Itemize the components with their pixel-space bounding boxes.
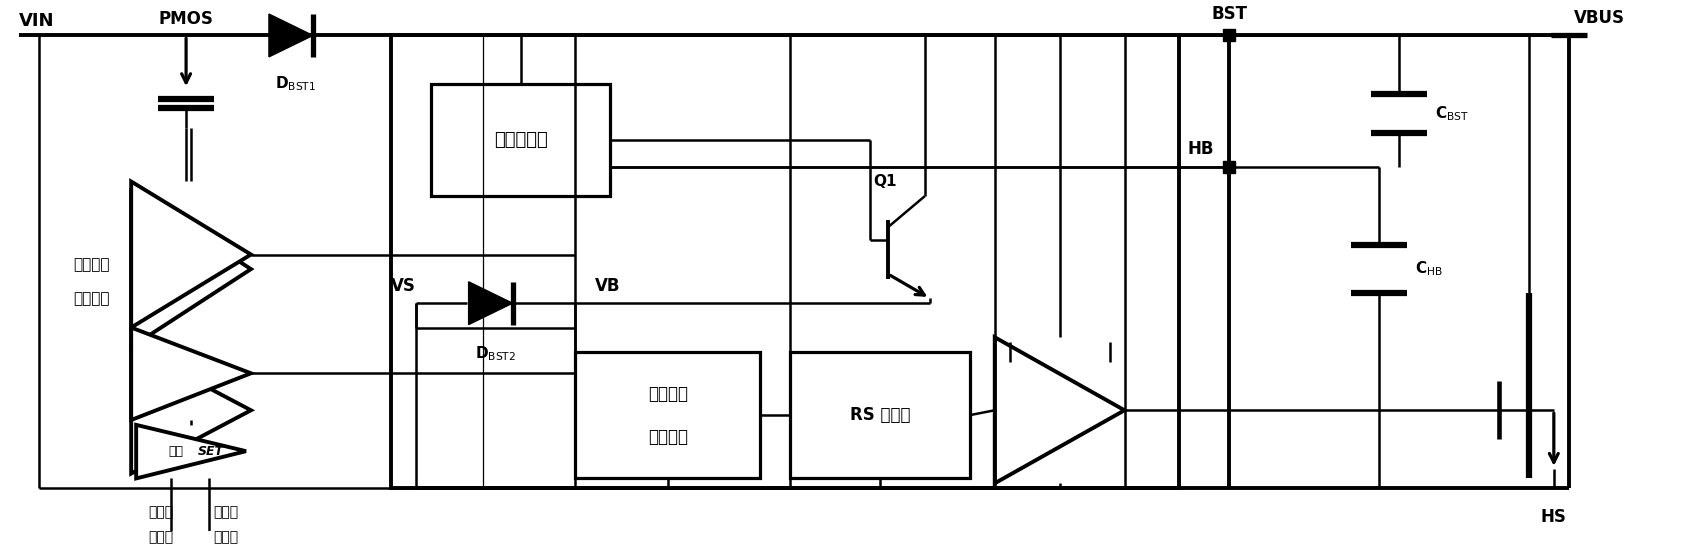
Text: C$_{\mathrm{HB}}$: C$_{\mathrm{HB}}$ — [1414, 260, 1442, 279]
Text: 低侧输: 低侧输 — [149, 505, 174, 520]
Text: D$_{\mathrm{BST2}}$: D$_{\mathrm{BST2}}$ — [475, 344, 515, 363]
Text: 护信号: 护信号 — [213, 530, 238, 544]
Text: 故障保: 故障保 — [213, 505, 238, 520]
Text: Q1: Q1 — [873, 174, 897, 189]
Polygon shape — [468, 282, 512, 325]
Polygon shape — [132, 347, 252, 474]
Text: 入信号: 入信号 — [149, 530, 174, 544]
Polygon shape — [995, 337, 1123, 483]
Text: VB: VB — [595, 277, 620, 295]
Text: HB: HB — [1187, 140, 1214, 158]
Text: 高压电平: 高压电平 — [647, 385, 687, 403]
Polygon shape — [132, 327, 252, 420]
Text: D$_{\mathrm{BST1}}$: D$_{\mathrm{BST1}}$ — [275, 75, 316, 94]
Text: SET: SET — [198, 444, 225, 458]
Bar — [574, 352, 760, 478]
Text: 低压电平: 低压电平 — [73, 257, 110, 272]
Text: 位移电路: 位移电路 — [73, 291, 110, 306]
Text: VBUS: VBUS — [1572, 9, 1623, 27]
Bar — [390, 35, 1179, 488]
Text: 位移电路: 位移电路 — [647, 428, 687, 446]
Text: 信号: 信号 — [169, 444, 184, 458]
Text: C$_{\mathrm{BST}}$: C$_{\mathrm{BST}}$ — [1434, 104, 1468, 123]
Polygon shape — [137, 425, 247, 478]
Bar — [431, 84, 610, 196]
Text: BST: BST — [1211, 5, 1246, 23]
Text: RS 触发器: RS 触发器 — [850, 406, 910, 424]
Text: PMOS: PMOS — [159, 10, 213, 28]
Polygon shape — [269, 14, 312, 57]
Text: 线性稳压器: 线性稳压器 — [493, 131, 547, 149]
Text: VIN: VIN — [19, 12, 54, 30]
Bar — [790, 352, 969, 478]
Text: VS: VS — [390, 277, 415, 295]
Polygon shape — [132, 191, 252, 347]
Text: HS: HS — [1540, 508, 1566, 527]
Polygon shape — [132, 182, 252, 327]
